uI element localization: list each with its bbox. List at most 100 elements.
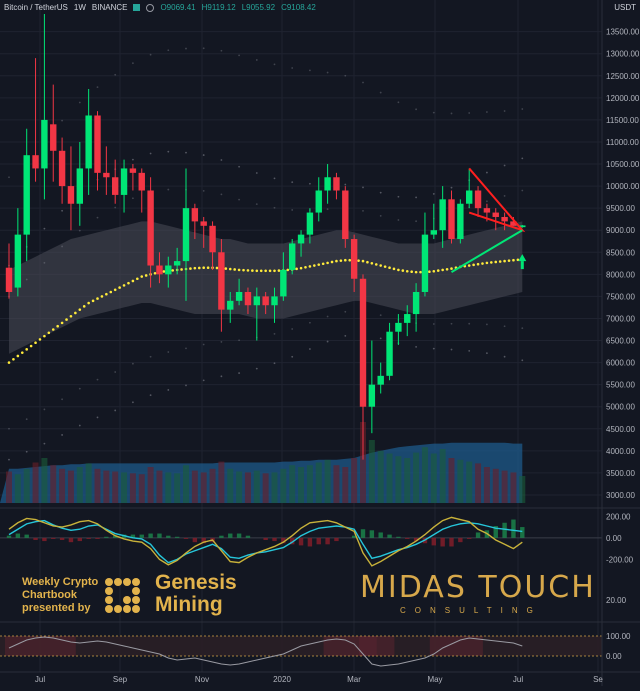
envelope-dot bbox=[43, 227, 46, 230]
envelope-dot bbox=[521, 327, 524, 330]
visibility-icon[interactable] bbox=[146, 3, 155, 12]
volume-bar bbox=[421, 447, 428, 503]
envelope-dot bbox=[61, 119, 63, 122]
candle-body bbox=[297, 234, 305, 244]
histogram-bar bbox=[183, 537, 189, 539]
envelope-dot bbox=[220, 49, 223, 52]
envelope-dot bbox=[96, 86, 99, 89]
envelope-dot bbox=[149, 394, 152, 397]
exchange-label: BINANCE bbox=[91, 3, 128, 12]
envelope-dot bbox=[503, 195, 506, 197]
envelope-dot bbox=[238, 198, 241, 201]
candle-body bbox=[182, 208, 190, 262]
envelope-dot bbox=[167, 389, 170, 391]
envelope-dot bbox=[202, 343, 205, 346]
candle-body bbox=[368, 384, 376, 407]
price-tick-label: 4000.00 bbox=[606, 447, 635, 456]
high-value: H9119.12 bbox=[201, 3, 236, 12]
ma-dot bbox=[51, 328, 55, 331]
ma-dot bbox=[344, 258, 347, 262]
candle-body bbox=[112, 177, 119, 195]
up-arrow-icon bbox=[518, 254, 527, 262]
envelope-dot bbox=[521, 359, 524, 362]
candle-body bbox=[14, 234, 22, 288]
candle-body bbox=[209, 225, 216, 253]
price-tick-label: 3500.00 bbox=[606, 469, 635, 478]
envelope-dot bbox=[309, 348, 311, 350]
histogram-bar bbox=[440, 537, 445, 547]
ma-dot bbox=[348, 258, 352, 262]
histogram-bar bbox=[298, 537, 304, 546]
envelope-dot bbox=[273, 206, 276, 209]
volume-bar bbox=[289, 465, 296, 503]
envelope-dot bbox=[291, 67, 294, 69]
envelope-dot bbox=[503, 355, 506, 358]
time-tick-label: Se bbox=[593, 675, 603, 684]
close-value: C9108.42 bbox=[281, 3, 316, 12]
volume-bar bbox=[50, 465, 57, 503]
ma-dot bbox=[432, 269, 436, 273]
interval-label[interactable]: 1W bbox=[73, 3, 86, 12]
keltner-band bbox=[9, 221, 523, 354]
time-tick-label: 2020 bbox=[273, 675, 291, 684]
time-tick-label: Jul bbox=[35, 675, 45, 684]
histogram-bar bbox=[228, 533, 233, 538]
ma-dot bbox=[43, 334, 46, 338]
volume-bar bbox=[76, 467, 83, 503]
histogram-bar bbox=[290, 537, 295, 545]
ma-dot bbox=[69, 314, 73, 318]
time-tick-label: May bbox=[427, 675, 442, 684]
volume-bar bbox=[59, 468, 66, 503]
envelope-dot bbox=[202, 190, 205, 192]
histogram-bar bbox=[68, 537, 74, 543]
volume-bar bbox=[492, 468, 499, 503]
envelope-dot bbox=[132, 197, 134, 200]
candle-body bbox=[235, 291, 243, 301]
status-icon bbox=[133, 4, 141, 11]
price-tick-label: 13000.00 bbox=[606, 50, 640, 59]
ma-dot bbox=[109, 290, 113, 294]
volume-bar bbox=[324, 459, 331, 503]
envelope-dot bbox=[362, 186, 364, 189]
candle-body bbox=[501, 216, 508, 222]
envelope-dot bbox=[486, 200, 488, 203]
ma-dot bbox=[370, 262, 374, 265]
ma-dot bbox=[512, 258, 515, 262]
ma-dot bbox=[326, 261, 329, 265]
rsi-tick-label: 0.00 bbox=[606, 652, 622, 661]
price-tick-label: 12500.00 bbox=[606, 72, 640, 81]
time-tick-label: Sep bbox=[113, 675, 128, 684]
envelope-dot bbox=[379, 191, 382, 194]
candle-body bbox=[271, 296, 278, 306]
partner-line: Mining bbox=[155, 593, 223, 616]
envelope-dot bbox=[397, 101, 400, 104]
envelope-dot bbox=[185, 47, 187, 50]
histogram-bar bbox=[316, 537, 321, 545]
volume-bar bbox=[413, 452, 420, 503]
legend-header: Bitcoin / TetherUS 1W BINANCE O9069.41 H… bbox=[4, 3, 316, 12]
ma-dot bbox=[153, 271, 157, 275]
histogram-bar bbox=[431, 537, 436, 546]
histogram-bar bbox=[113, 535, 118, 538]
ma-dot bbox=[56, 324, 59, 328]
price-tick-label: 13500.00 bbox=[606, 28, 640, 37]
ma-dot bbox=[299, 266, 303, 270]
envelope-dot bbox=[167, 351, 170, 353]
currency-label[interactable]: USDT bbox=[614, 3, 636, 12]
envelope-dot bbox=[255, 203, 258, 206]
ma-dot bbox=[224, 267, 228, 270]
ma-dot bbox=[91, 299, 95, 303]
ma-dot bbox=[34, 341, 37, 345]
envelope-dot bbox=[397, 219, 400, 221]
envelope-dot bbox=[450, 348, 453, 351]
envelope-dot bbox=[415, 220, 417, 223]
envelope-dot bbox=[202, 154, 205, 156]
histogram-bar bbox=[33, 537, 38, 540]
ma-dot bbox=[335, 259, 338, 263]
symbol-label[interactable]: Bitcoin / TetherUS bbox=[4, 3, 68, 12]
envelope-dot bbox=[114, 206, 117, 209]
ma-dot bbox=[228, 267, 232, 271]
envelope-dot bbox=[503, 325, 506, 328]
ma-dot bbox=[392, 267, 396, 271]
